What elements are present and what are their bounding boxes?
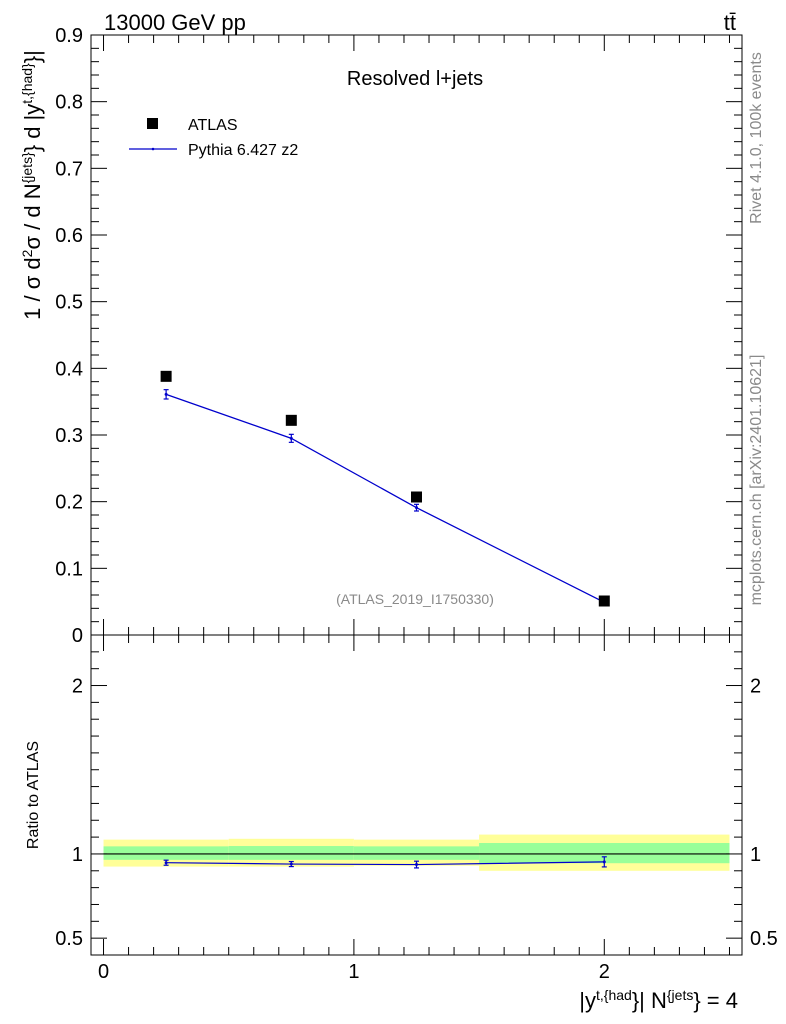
ratio-y-tick-label: 0.5 [55,928,83,950]
legend-atlas-label: ATLAS [188,117,238,134]
main-y-tick-label: 0.1 [55,558,83,580]
ratio-y-axis-label: Ratio to ATLAS [25,741,42,849]
main-panel: 0 0.1 0.2 0.3 0.4 0.5 0.6 0.7 0.8 0.9 Resolved l+… [19,25,743,647]
main-y-tick-label: 0.8 [55,92,83,114]
ratio-pythia-point [164,861,168,865]
main-y-tick-labels: 0 0.1 0.2 0.3 0.4 0.5 0.6 0.7 0.8 0.9 [55,25,83,647]
ratio-pythia-point [289,862,293,866]
header-left-title: 13000 GeV pp [104,10,246,35]
ratio-y-tick-label-right: 0.5 [750,928,778,950]
ratio-data-layer [163,856,607,869]
main-y-tick-label: 0 [72,625,83,647]
main-y-tick-label: 0.6 [55,225,83,247]
main-y-tick-label: 0.5 [55,292,83,314]
main-x-ticks [103,35,730,635]
ratio-panel: 0.5 0.5 1 1 2 2 0 1 2 Ratio to ATLAS |yt,{had}|… [25,634,778,1013]
ratio-pythia-point [602,860,606,864]
legend: ATLAS Pythia 6.427 z2 [129,117,298,159]
ratio-pythia-line [166,861,605,866]
ratio-pythia-point [415,863,418,867]
ratio-y-tick-label: 1 [72,844,83,866]
analysis-watermark: (ATLAS_2019_I1750330) [336,591,494,607]
ratio-x-ticks [103,635,730,955]
header-right-title: tt̄ [724,10,736,35]
main-chart-title: Resolved l+jets [347,68,483,90]
x-tick-label: 1 [348,961,359,983]
pythia-line [165,393,605,603]
ratio-x-tick-labels: 0 1 2 [98,961,610,983]
atlas-point [285,414,297,426]
ratio-y-tick-label-right: 1 [750,844,761,866]
pythia-point [164,392,168,396]
pythia-point [289,436,293,440]
legend-atlas-marker [147,118,158,129]
ratio-y-tick-label: 2 [72,676,83,698]
ratio-y-tick-labels: 0.5 0.5 1 1 2 2 [55,676,778,951]
pythia-point [415,506,418,510]
x-tick-label: 2 [599,961,610,983]
atlas-point [598,595,610,607]
atlas-point [160,370,172,382]
x-axis-label: |yt,{had}| N{jets} = 4 [579,987,738,1013]
main-y-tick-label: 0.4 [55,358,83,380]
main-y-tick-label: 0.3 [55,425,83,447]
ratio-green-band [479,843,730,864]
rivet-version-label: Rivet 4.1.0, 100k events [748,52,765,224]
main-y-axis-label: 1 / σ d2σ / d N{jets}} d |yt,{had}}| [19,50,45,320]
ratio-uncertainty-bands [103,834,730,871]
main-y-ticks [91,34,742,636]
mcplots-label: mcplots.cern.ch [arXiv:2401.10621] [748,355,765,606]
ratio-frame [90,634,743,956]
ratio-y-ticks [91,634,742,939]
x-tick-label: 0 [98,961,109,983]
ratio-green-band [353,846,480,860]
main-y-tick-label: 0.9 [55,25,83,47]
legend-pythia-marker [151,147,155,151]
ratio-green-band [103,846,229,860]
ratio-y-tick-label-right: 2 [750,676,761,698]
main-y-tick-label: 0.7 [55,158,83,180]
main-data-layer [160,370,610,607]
atlas-point [411,491,422,503]
main-y-tick-label: 0.2 [55,492,83,514]
legend-pythia-label: Pythia 6.427 z2 [188,142,298,159]
ratio-green-band [228,846,354,860]
